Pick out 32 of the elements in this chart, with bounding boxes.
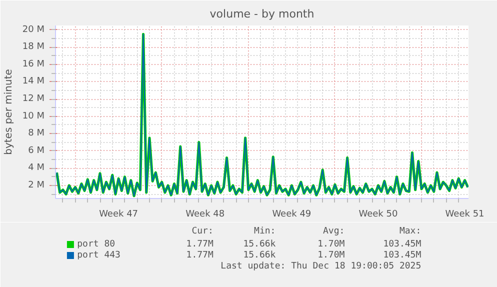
y-tick-label: 16 M (22, 59, 44, 70)
x-tick-label: Week 48 (186, 210, 225, 220)
y-axis-title: bytes per minute (3, 69, 14, 155)
text: 1.70M (318, 250, 346, 260)
x-tick-label: Week 49 (272, 210, 312, 220)
y-tick-label: 4 M (28, 163, 45, 174)
text: 1.70M (318, 240, 346, 250)
text: 103.45M (383, 250, 422, 260)
y-tick-label: 8 M (28, 128, 45, 139)
x-tick-label: Week 51 (445, 210, 484, 220)
text: Max: (399, 226, 422, 236)
text: 103.45M (383, 240, 422, 250)
x-tick-label: Week 47 (99, 210, 138, 220)
text: 1.77M (186, 250, 214, 260)
y-tick-label: 14 M (22, 76, 44, 87)
legend-label: port 443 (77, 250, 120, 260)
y-tick-label: 12 M (22, 94, 44, 104)
text: 1.77M (186, 240, 214, 250)
text: 15.66k (243, 250, 276, 260)
chart-title: volume - by month (210, 8, 314, 20)
y-tick-label: 10 M (22, 111, 44, 122)
text: Min: (254, 226, 276, 236)
y-tick-label: 2 M (28, 180, 45, 191)
x-tick-label: Week 50 (358, 210, 398, 220)
text: 15.66k (243, 240, 276, 250)
y-tick-label: 20 M (22, 24, 44, 35)
text: Avg: (323, 226, 345, 236)
text: Last update: Thu Dec 18 19:00:05 2025 (220, 262, 422, 272)
legend-label: port 80 (77, 240, 116, 250)
y-tick-label: 18 M (22, 42, 44, 52)
y-tick-label: 6 M (28, 146, 45, 156)
text: Cur: (192, 226, 214, 236)
